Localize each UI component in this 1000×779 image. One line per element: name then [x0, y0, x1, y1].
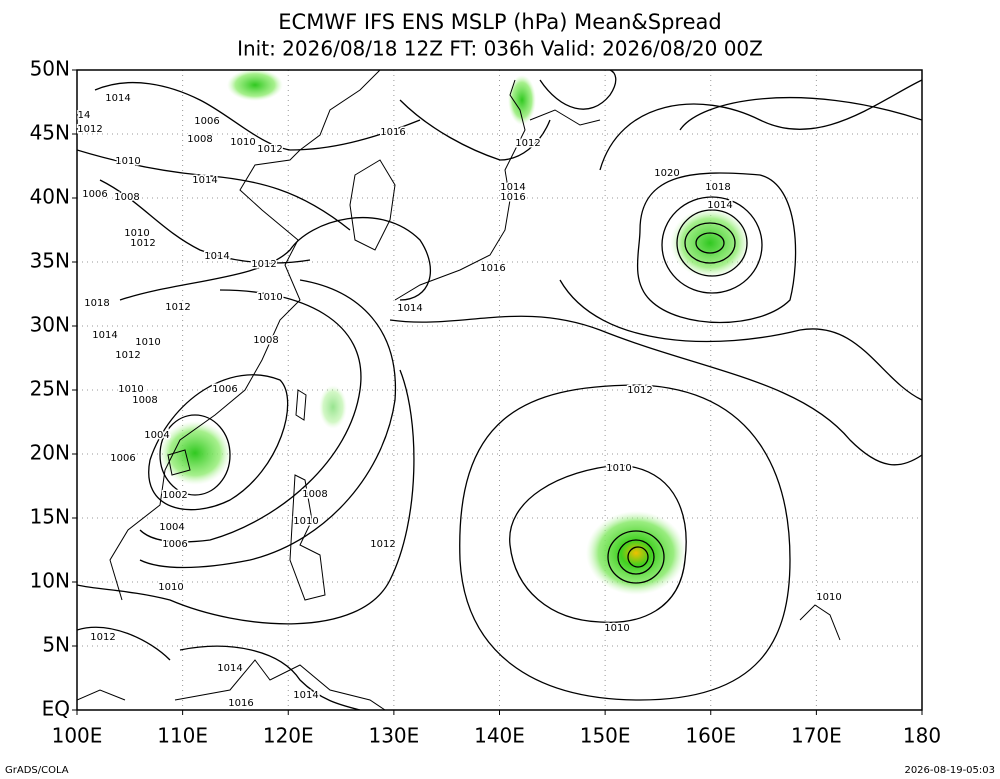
axis-labels: 50N 45N 40N 35N 30N 25N 20N 15N 10N 5N EQ 100E 110E 1…: [30, 57, 942, 748]
lat-label: 10N: [30, 569, 70, 593]
contour-label: 1010: [118, 384, 143, 395]
coastlines: [77, 70, 841, 710]
lon-label: 130E: [368, 724, 419, 748]
contour-label: 1012: [370, 539, 395, 550]
lat-label: 15N: [30, 505, 70, 529]
lon-label: 100E: [52, 724, 103, 748]
lon-label: 140E: [474, 724, 525, 748]
contour-label: 1016: [480, 263, 505, 274]
contour-label: 1018: [84, 298, 109, 309]
contour-label: 1010: [293, 516, 318, 527]
contour-label: 1008: [132, 395, 157, 406]
isobars: [77, 70, 922, 710]
title: ECMWF IFS ENS MSLP (hPa) Mean&Spread: [278, 10, 721, 34]
contour-label: 1014: [204, 251, 229, 262]
contour-label: 1010: [604, 623, 629, 634]
lon-label: 180: [903, 724, 941, 748]
contour-label: 1012: [77, 124, 102, 135]
contour-label: 1010: [230, 137, 255, 148]
contour-label: 1020: [654, 168, 679, 179]
spread-area: [159, 421, 231, 485]
lon-label: 150E: [580, 724, 631, 748]
contour-label: 1008: [302, 489, 327, 500]
contour-label: 1014: [397, 303, 422, 314]
contour-label: 1004: [144, 430, 169, 441]
contour-label: 1002: [162, 490, 187, 501]
contour-label: 1012: [251, 259, 276, 270]
lat-label: 30N: [30, 313, 70, 337]
lon-label: 110E: [157, 724, 208, 748]
lon-label: 160E: [685, 724, 736, 748]
spread-area: [508, 75, 536, 125]
contour-label: 1014: [293, 690, 318, 701]
contour-label: 1006: [82, 189, 107, 200]
contour-label: 1012: [90, 632, 115, 643]
contour-label: 1010: [158, 582, 183, 593]
contour-label: 1012: [257, 144, 282, 155]
contour-label: 1010: [124, 228, 149, 239]
contour-label: 1012: [130, 238, 155, 249]
footer-right: 2026-08-19-05:03: [904, 765, 995, 776]
contour-label: 1014: [105, 93, 130, 104]
contour-label: 1010: [816, 592, 841, 603]
lat-label: EQ: [42, 697, 70, 721]
contour-label: 1016: [228, 698, 253, 709]
contour-label: 1014: [217, 663, 242, 674]
contour-label: 1012: [115, 350, 140, 361]
contour-label: 1006: [194, 116, 219, 127]
contour-label: 1006: [162, 539, 187, 550]
contour-label: 14: [78, 110, 91, 121]
spread-area: [227, 70, 283, 101]
lon-label: 120E: [263, 724, 314, 748]
contour-label: 1012: [515, 138, 540, 149]
contour-labels: 1014 1012 1006 1010 1012 1008 1010 1014 …: [76, 92, 843, 711]
spread-area: [670, 208, 750, 278]
spread-area: [586, 511, 686, 595]
lon-label: 170E: [791, 724, 842, 748]
lat-label: 40N: [30, 185, 70, 209]
lat-label: 5N: [42, 633, 70, 657]
lat-label: 20N: [30, 441, 70, 465]
spread-area: [319, 385, 347, 429]
contour-label: 1018: [705, 182, 730, 193]
lat-label: 50N: [30, 57, 70, 81]
contour-label: 1010: [606, 463, 631, 474]
contour-label: 1010: [115, 156, 140, 167]
contour-label: 1008: [187, 134, 212, 145]
subtitle: Init: 2026/08/18 12Z FT: 036h Valid: 202…: [237, 37, 763, 61]
contour-label: 1014: [192, 175, 217, 186]
lat-label: 35N: [30, 249, 70, 273]
contour-label: 1014: [707, 200, 732, 211]
lat-label: 45N: [30, 121, 70, 145]
lat-label: 25N: [30, 377, 70, 401]
contour-label: 1014: [92, 330, 117, 341]
contour-label: 1016: [500, 192, 525, 203]
contour-label: 1006: [110, 453, 135, 464]
contour-label: 1004: [159, 522, 184, 533]
contour-label: 1008: [253, 335, 278, 346]
contour-label: 1012: [165, 302, 190, 313]
contour-label: 1008: [114, 192, 139, 203]
map-content: [77, 70, 922, 710]
contour-label: 1014: [500, 182, 525, 193]
contour-label: 1010: [257, 292, 282, 303]
contour-label: 1012: [627, 385, 652, 396]
footer-left: GrADS/COLA: [5, 765, 69, 776]
contour-label: 1010: [135, 337, 160, 348]
contour-label: 1016: [380, 127, 405, 138]
contour-label: 1006: [212, 384, 237, 395]
